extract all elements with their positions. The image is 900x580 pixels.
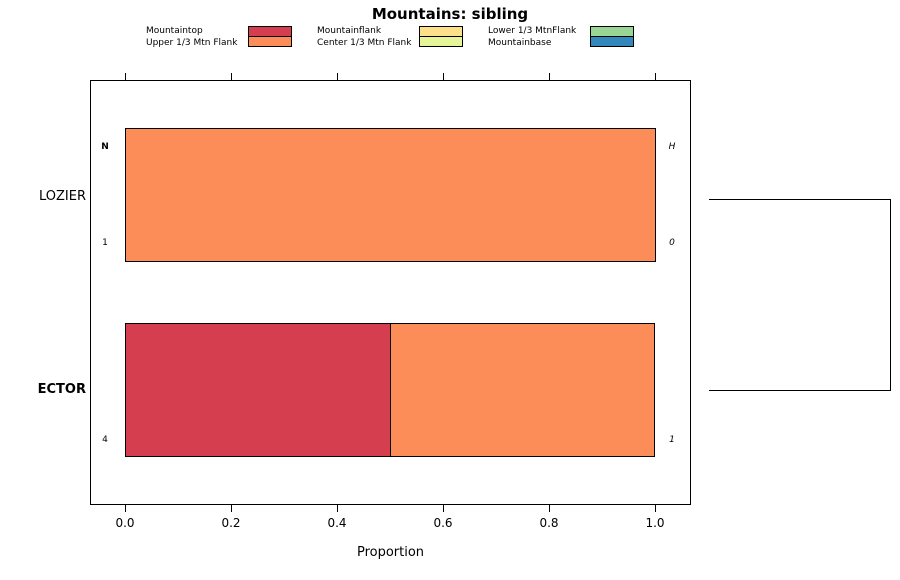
chart-title: Mountains: sibling [371,5,529,23]
legend-swatch [248,36,292,47]
x-tick-mark [549,73,550,80]
x-tick-mark [443,505,444,512]
legend-label: Lower 1/3 MtnFlank [488,26,577,36]
sibling-bracket-vertical-line [890,199,891,391]
legend-swatch [590,36,634,47]
annotation-ector-bottom-left: 4 [102,435,108,445]
bar-row-ector [125,323,656,457]
legend-label: Mountaintop [146,26,203,36]
category-label-ector: ECTOR [37,382,86,397]
bar-segment-upper-1-3-mtn-flank [389,323,655,457]
x-axis-label: Proportion [356,545,425,560]
legend-group: Lower 1/3 MtnFlank Mountainbase [488,26,634,49]
legend-group: Mountaintop Upper 1/3 Mtn Flank [146,26,292,49]
x-tick-mark [443,73,444,80]
legend-label: Mountainflank [317,26,382,36]
legend-swatches [248,26,292,47]
x-tick-mark [549,505,550,512]
x-tick-mark [655,505,656,512]
x-tick-mark [125,505,126,512]
x-tick-mark [337,73,338,80]
category-label-lozier: LOZIER [39,189,86,204]
annotation-lozier-bottom-left: 1 [102,238,108,248]
x-tick-label: 0.4 [327,516,347,530]
annotation-lozier-bottom-right: 0 [669,238,675,248]
legend-swatches [590,26,634,47]
x-tick-mark [231,505,232,512]
x-tick-label: 0.0 [115,516,135,530]
legend-labels: Mountainflank Center 1/3 Mtn Flank [317,26,419,49]
legend-labels: Mountaintop Upper 1/3 Mtn Flank [146,26,248,49]
legend: Mountaintop Upper 1/3 Mtn Flank Mountain… [60,26,720,49]
annotation-lozier-top-left: N [101,142,109,152]
x-tick-label: 1.0 [645,516,665,530]
sibling-bracket-bottom-line [709,390,891,391]
x-tick-label: 0.8 [539,516,559,530]
bar-segment-mountaintop [125,323,391,457]
bar-segment-upper-1-3-mtn-flank [125,128,656,262]
x-tick-mark [337,505,338,512]
x-tick-mark [231,73,232,80]
x-tick-label: 0.6 [433,516,453,530]
legend-labels: Lower 1/3 MtnFlank Mountainbase [488,26,590,49]
x-tick-label: 0.2 [221,516,241,530]
legend-swatches [419,26,463,47]
annotation-ector-bottom-right: 1 [669,435,675,445]
legend-label: Center 1/3 Mtn Flank [317,37,412,48]
sibling-bracket-top-line [709,199,891,200]
annotation-lozier-top-right: H [668,142,676,152]
x-tick-mark [655,73,656,80]
legend-label: Upper 1/3 Mtn Flank [146,37,238,48]
bar-row-lozier [125,128,656,262]
legend-group: Mountainflank Center 1/3 Mtn Flank [317,26,463,49]
legend-swatch [419,36,463,47]
x-tick-mark [125,73,126,80]
legend-label: Mountainbase [488,37,552,48]
